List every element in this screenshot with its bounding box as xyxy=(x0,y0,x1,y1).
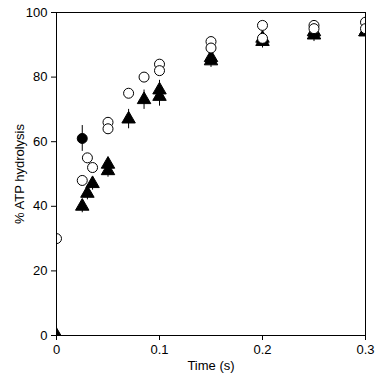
svg-text:0.2: 0.2 xyxy=(253,342,271,357)
svg-text:20: 20 xyxy=(33,263,47,278)
svg-text:40: 40 xyxy=(33,198,47,213)
svg-text:0.3: 0.3 xyxy=(356,342,374,357)
svg-text:0: 0 xyxy=(40,328,47,343)
svg-text:80: 80 xyxy=(33,69,47,84)
svg-text:Time (s): Time (s) xyxy=(187,358,234,373)
svg-text:% ATP hydrolysis: % ATP hydrolysis xyxy=(12,124,27,224)
svg-text:100: 100 xyxy=(26,5,48,20)
svg-text:0.1: 0.1 xyxy=(150,342,168,357)
svg-text:60: 60 xyxy=(33,134,47,149)
svg-text:0: 0 xyxy=(53,342,60,357)
